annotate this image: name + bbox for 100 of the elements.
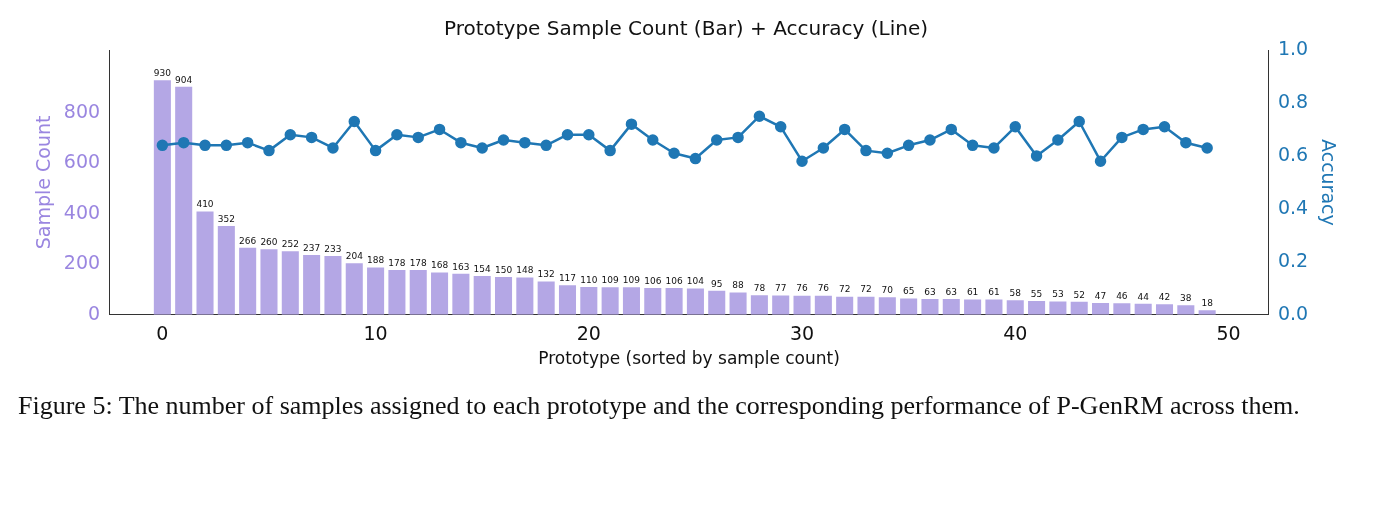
bar bbox=[1006, 300, 1024, 315]
point bbox=[924, 134, 936, 146]
bar bbox=[281, 251, 299, 315]
y2-tick-label: 0.0 bbox=[1277, 301, 1309, 324]
data-label: 46 bbox=[1116, 291, 1128, 302]
bar bbox=[878, 297, 896, 315]
y2-axis-title: Accuracy bbox=[1317, 139, 1340, 226]
data-label: 38 bbox=[1180, 293, 1192, 304]
bar bbox=[1070, 301, 1088, 315]
data-label: 76 bbox=[817, 283, 830, 294]
data-label: 252 bbox=[281, 239, 299, 250]
point bbox=[881, 147, 894, 160]
point bbox=[988, 142, 1000, 154]
data-label: 70 bbox=[881, 284, 894, 295]
point bbox=[540, 139, 552, 152]
data-label: 109 bbox=[601, 275, 619, 286]
data-label: 410 bbox=[196, 199, 214, 210]
data-label: 109 bbox=[622, 275, 641, 286]
point bbox=[668, 147, 680, 160]
point bbox=[732, 131, 744, 144]
bar bbox=[622, 287, 640, 315]
bar bbox=[814, 295, 832, 315]
point bbox=[796, 155, 808, 167]
point bbox=[1030, 150, 1043, 162]
bar bbox=[729, 292, 747, 315]
point bbox=[220, 139, 233, 152]
point bbox=[753, 110, 766, 122]
x-axis-title: Prototype (sorted by sample count) bbox=[538, 348, 840, 369]
data-label: 55 bbox=[1030, 288, 1043, 299]
bar bbox=[964, 299, 982, 315]
data-label: 237 bbox=[303, 242, 321, 253]
bar bbox=[985, 299, 1003, 315]
data-label: 110 bbox=[580, 274, 598, 285]
data-label: 53 bbox=[1052, 289, 1064, 300]
data-label: 352 bbox=[217, 213, 235, 224]
bar bbox=[1155, 304, 1174, 315]
data-label: 72 bbox=[860, 284, 872, 295]
data-label: 106 bbox=[665, 275, 683, 286]
bar bbox=[900, 298, 918, 315]
bar bbox=[750, 295, 768, 315]
bar bbox=[1134, 303, 1152, 315]
data-label: 72 bbox=[838, 284, 851, 295]
point bbox=[1009, 121, 1021, 133]
point bbox=[1116, 131, 1128, 144]
bar bbox=[857, 296, 875, 315]
data-label: 150 bbox=[494, 264, 513, 275]
bar bbox=[239, 247, 257, 315]
data-label: 266 bbox=[239, 235, 257, 246]
point bbox=[497, 134, 510, 146]
point bbox=[177, 136, 190, 149]
data-label: 52 bbox=[1073, 289, 1085, 300]
data-label: 88 bbox=[732, 280, 745, 291]
point bbox=[476, 142, 488, 154]
data-label: 58 bbox=[1009, 288, 1022, 299]
data-label: 204 bbox=[345, 251, 364, 262]
data-label: 178 bbox=[409, 257, 428, 268]
point bbox=[583, 128, 595, 141]
y-tick-label: 800 bbox=[63, 99, 101, 122]
data-label: 260 bbox=[260, 237, 278, 248]
y-tick-label: 400 bbox=[63, 200, 101, 223]
point bbox=[156, 139, 169, 152]
y-axis-title: Sample Count bbox=[32, 115, 55, 250]
y2-tick-label: 0.2 bbox=[1277, 248, 1309, 271]
point bbox=[1073, 115, 1085, 128]
bar bbox=[537, 281, 555, 315]
point bbox=[199, 139, 211, 152]
point bbox=[241, 136, 254, 149]
data-label: 63 bbox=[945, 286, 958, 297]
bar bbox=[708, 290, 726, 315]
point bbox=[433, 123, 446, 136]
data-label: 77 bbox=[774, 283, 787, 294]
point bbox=[1201, 142, 1213, 154]
data-label: 117 bbox=[558, 273, 577, 284]
bar bbox=[431, 272, 449, 315]
x-tick-label: 20 bbox=[576, 322, 601, 345]
data-label: 44 bbox=[1137, 291, 1150, 302]
point bbox=[966, 139, 979, 152]
x-tick-label: 10 bbox=[363, 322, 388, 345]
data-label: 188 bbox=[367, 255, 385, 266]
point bbox=[327, 142, 339, 154]
x-tick-label: 50 bbox=[1216, 322, 1241, 345]
point bbox=[263, 144, 275, 157]
x-tick-label: 30 bbox=[789, 322, 815, 345]
point bbox=[625, 118, 638, 130]
point bbox=[412, 131, 424, 144]
data-label: 148 bbox=[516, 265, 534, 276]
bar bbox=[772, 295, 790, 315]
point bbox=[689, 152, 702, 165]
bar bbox=[580, 287, 598, 315]
bar bbox=[516, 277, 534, 315]
data-label: 76 bbox=[796, 283, 809, 294]
bar bbox=[1049, 301, 1067, 315]
data-label: 65 bbox=[902, 286, 915, 297]
point bbox=[710, 134, 723, 146]
bar bbox=[367, 267, 385, 315]
y2-tick-label: 0.6 bbox=[1277, 142, 1309, 165]
bar bbox=[260, 249, 278, 315]
x-tick-label: 40 bbox=[1003, 322, 1028, 345]
point bbox=[369, 144, 382, 157]
bar bbox=[494, 276, 513, 315]
